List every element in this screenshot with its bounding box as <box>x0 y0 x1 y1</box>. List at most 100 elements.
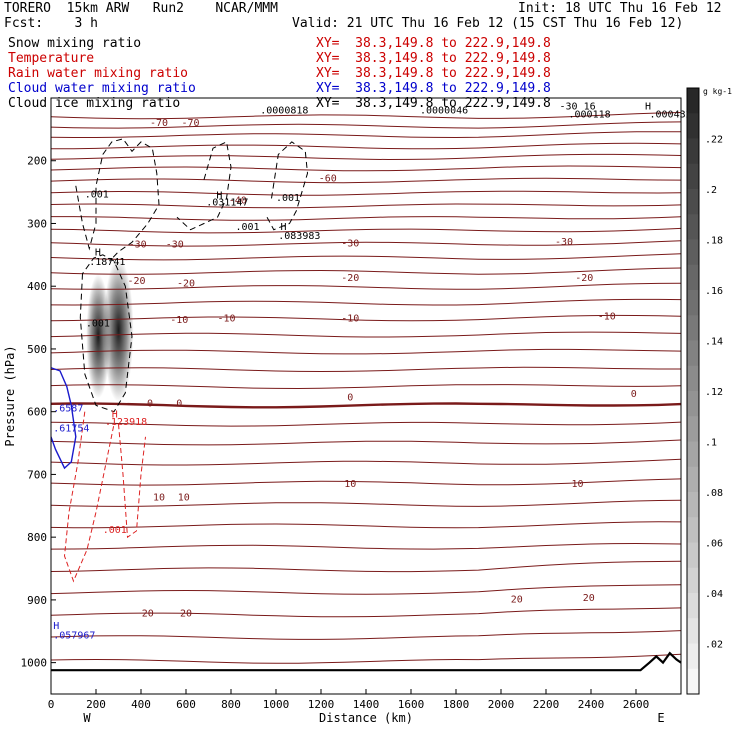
isotherm-label: -30 <box>341 238 359 249</box>
isotherm <box>51 542 681 550</box>
field-cloud-water-label: Cloud water mixing ratio <box>8 81 196 96</box>
isotherm <box>51 298 681 306</box>
isotherm <box>51 348 681 355</box>
isotherm-label: -20 <box>575 273 593 284</box>
colorbar-swatch <box>687 113 699 139</box>
colorbar-swatch <box>687 567 699 594</box>
colorbar-swatch <box>687 138 699 165</box>
mixing-ratio-label: .61754 <box>53 423 89 434</box>
y-tick-label: 300 <box>27 217 47 230</box>
isotherm <box>51 439 681 446</box>
isotherm <box>51 521 681 529</box>
plot-frame <box>50 97 682 695</box>
isotherm <box>51 421 681 427</box>
colorbar-swatch <box>687 492 699 518</box>
ice-contour <box>266 141 309 231</box>
isotherm-label: -20 <box>127 276 145 287</box>
isotherm <box>51 560 681 573</box>
colorbar-swatch <box>687 618 699 644</box>
colorbar-tick-label: .1 <box>705 438 717 449</box>
colorbar-tick-label: .04 <box>705 589 723 600</box>
isotherm <box>51 366 681 373</box>
isotherm <box>51 267 681 275</box>
x-tick-label: 2400 <box>578 698 605 711</box>
mixing-ratio-label: H <box>95 248 101 259</box>
colorbar-swatch <box>687 416 699 442</box>
x-tick-label: 2600 <box>623 698 650 711</box>
field-rain-label: Rain water mixing ratio <box>8 66 189 81</box>
y-tick-label: 400 <box>27 280 47 293</box>
top-value-label: .0000818 <box>260 105 308 116</box>
colorbar: .22 .2 .18 .16 .14 .12 .1 .08 .06 .04 .02 g kg-1 <box>686 87 732 695</box>
field-snow-xy: XY= 38.3,149.8 to 222.9,149.8 <box>316 36 551 51</box>
isotherm-label: 0 <box>176 398 182 409</box>
valid-time: Valid: 21 UTC Thu 16 Feb 12 (15 CST Thu … <box>292 16 684 31</box>
isotherm <box>51 584 681 595</box>
isotherm-label: 20 <box>583 593 595 604</box>
y-tick-label: 600 <box>27 406 47 419</box>
isotherm <box>51 142 681 150</box>
isotherm <box>51 227 681 234</box>
colorbar-swatch <box>687 441 699 468</box>
isotherm-label: -20 <box>341 273 359 284</box>
colorbar-tick-label: .22 <box>705 135 723 146</box>
isotherm <box>51 240 681 247</box>
colorbar-swatch <box>687 189 699 215</box>
snow-contour <box>79 254 133 413</box>
mixing-ratio-label: .001 <box>103 525 127 536</box>
east-label: E <box>657 711 664 725</box>
mixing-ratio-labels: .001 H.031147.001.001 H.083983H.18741.001.… <box>53 102 691 642</box>
terrain-surface <box>51 651 682 672</box>
isotherm-label: 10 <box>153 492 165 503</box>
y-tick-label: 200 <box>27 155 47 168</box>
field-temperature-label: Temperature <box>8 51 95 66</box>
mixing-ratio-label: .001 <box>86 319 110 330</box>
isotherm-label: 0 <box>347 393 353 404</box>
y-axis-label: Pressure (hPa) <box>3 345 17 446</box>
x-axis-label: Distance (km) <box>319 711 413 725</box>
isotherm-label: 10 <box>344 479 356 490</box>
isotherm <box>51 458 681 466</box>
x-tick-label: 600 <box>176 698 196 711</box>
x-tick-label: 2200 <box>533 698 560 711</box>
colorbar-tick-label: .18 <box>705 236 723 247</box>
field-cloud-water-xy: XY= 38.3,149.8 to 222.9,149.8 <box>316 81 551 96</box>
isotherm-label: -20 <box>177 278 195 289</box>
mixing-ratio-label: H <box>281 222 287 233</box>
top-value-label: .000118 <box>569 110 611 121</box>
colorbar-swatch <box>687 593 699 619</box>
colorbar-tick-label: .06 <box>705 539 723 550</box>
colorbar-swatch <box>687 365 699 392</box>
x-tick-label: 1000 <box>263 698 290 711</box>
mixing-ratio-label: H <box>53 621 59 632</box>
colorbar-unit: g kg-1 <box>703 87 732 96</box>
colorbar-swatch <box>687 466 699 493</box>
x-tick-label: 0 <box>48 698 55 711</box>
isotherm <box>51 203 681 209</box>
colorbar-swatch <box>687 668 699 695</box>
isotherm-label: -10 <box>598 312 616 323</box>
isotherm <box>51 216 681 221</box>
isotherm <box>51 190 681 196</box>
isotherm <box>51 153 681 161</box>
top-value-label: .000432 <box>650 110 692 121</box>
mixing-ratio-label: .6587 <box>53 403 83 414</box>
isotherm <box>51 177 681 184</box>
terrain-line <box>51 651 682 672</box>
x-tick-label: 400 <box>131 698 151 711</box>
isotherm-label: 0 <box>147 398 153 409</box>
field-temperature-xy: XY= 38.3,149.8 to 222.9,149.8 <box>316 51 551 66</box>
init-time: Init: 18 UTC Thu 16 Feb 12 <box>518 1 722 16</box>
x-tick-label: 200 <box>86 698 106 711</box>
isotherm-label: -10 <box>170 315 188 326</box>
isotherm <box>51 478 681 486</box>
isotherm-label: -10 <box>217 314 235 325</box>
colorbar-swatch <box>687 88 699 114</box>
field-rain-xy: XY= 38.3,149.8 to 222.9,149.8 <box>316 66 551 81</box>
isotherm <box>51 253 681 261</box>
snow-shading <box>86 258 134 403</box>
colorbar-swatch <box>687 340 699 367</box>
colorbar-swatch <box>687 391 699 417</box>
isotherm <box>51 282 681 290</box>
x-tick-label: 800 <box>221 698 241 711</box>
